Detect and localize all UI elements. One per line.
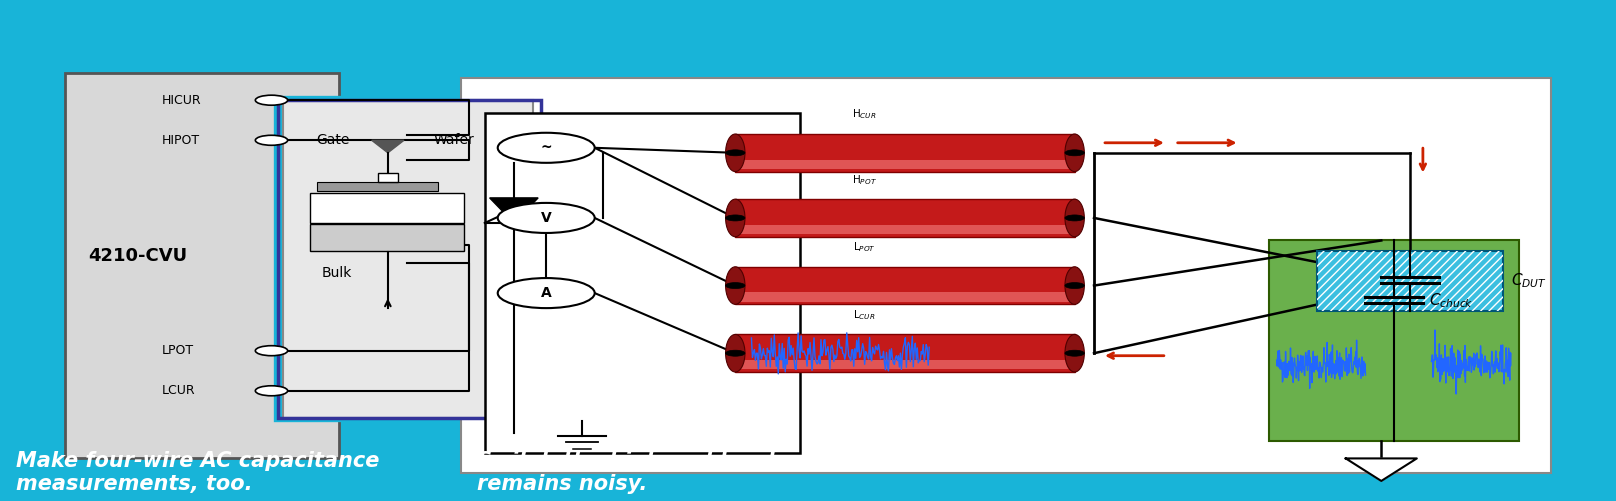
- Bar: [735, 267, 1075, 304]
- Text: Switch the high and low leads if the signal
remains noisy.: Switch the high and low leads if the sig…: [477, 451, 978, 494]
- Bar: [735, 199, 1075, 237]
- Bar: [278, 100, 541, 418]
- Circle shape: [1065, 283, 1084, 289]
- Ellipse shape: [1065, 267, 1084, 304]
- Bar: [735, 134, 1075, 172]
- Bar: [283, 100, 533, 418]
- Text: $C_{DUT}$: $C_{DUT}$: [1511, 271, 1547, 290]
- Circle shape: [1065, 350, 1084, 356]
- Text: Make four-wire AC capacitance
measurements, too.: Make four-wire AC capacitance measuremen…: [16, 451, 380, 494]
- Circle shape: [726, 350, 745, 356]
- Bar: [310, 193, 464, 223]
- Circle shape: [255, 135, 288, 145]
- Circle shape: [1065, 215, 1084, 221]
- Polygon shape: [1346, 458, 1417, 481]
- Ellipse shape: [1065, 199, 1084, 237]
- Bar: [461, 78, 1551, 473]
- Bar: [739, 360, 1071, 370]
- Text: A: A: [541, 286, 551, 300]
- Bar: [1317, 250, 1503, 311]
- Circle shape: [498, 278, 595, 308]
- Bar: [485, 113, 800, 453]
- Text: 4210-CVU: 4210-CVU: [87, 246, 187, 265]
- Ellipse shape: [726, 267, 745, 304]
- Bar: [378, 173, 398, 182]
- Text: Wafer: Wafer: [433, 133, 473, 147]
- Ellipse shape: [726, 134, 745, 172]
- Text: V: V: [541, 211, 551, 225]
- Text: ~: ~: [540, 141, 553, 155]
- Text: LPOT: LPOT: [162, 344, 194, 357]
- Ellipse shape: [1065, 134, 1084, 172]
- Text: LCUR: LCUR: [162, 384, 196, 397]
- Bar: [278, 100, 541, 418]
- Polygon shape: [490, 198, 538, 223]
- Bar: [1317, 250, 1503, 311]
- Ellipse shape: [1065, 335, 1084, 372]
- Bar: [310, 224, 464, 250]
- Circle shape: [726, 150, 745, 156]
- Circle shape: [1065, 150, 1084, 156]
- Polygon shape: [372, 140, 404, 153]
- Circle shape: [726, 283, 745, 289]
- Bar: [1269, 240, 1519, 441]
- Text: HICUR: HICUR: [162, 94, 202, 107]
- Bar: [735, 335, 1075, 372]
- Text: $C_{chuck}$: $C_{chuck}$: [1430, 291, 1474, 310]
- Bar: [65, 73, 339, 458]
- Bar: [739, 160, 1071, 169]
- Text: Gate: Gate: [317, 133, 351, 147]
- Bar: [739, 225, 1071, 234]
- Text: HIPOT: HIPOT: [162, 134, 200, 147]
- Text: Bulk: Bulk: [322, 266, 352, 280]
- Circle shape: [498, 203, 595, 233]
- Text: L$_{CUR}$: L$_{CUR}$: [853, 308, 876, 322]
- Text: L$_{POT}$: L$_{POT}$: [853, 240, 876, 255]
- Ellipse shape: [726, 199, 745, 237]
- Circle shape: [255, 95, 288, 105]
- Text: H$_{CUR}$: H$_{CUR}$: [852, 108, 876, 122]
- Circle shape: [255, 386, 288, 396]
- Bar: [739, 293, 1071, 302]
- Bar: [317, 182, 438, 191]
- Circle shape: [255, 346, 288, 356]
- Text: H$_{POT}$: H$_{POT}$: [852, 173, 877, 187]
- Circle shape: [726, 215, 745, 221]
- Circle shape: [498, 133, 595, 163]
- Ellipse shape: [726, 335, 745, 372]
